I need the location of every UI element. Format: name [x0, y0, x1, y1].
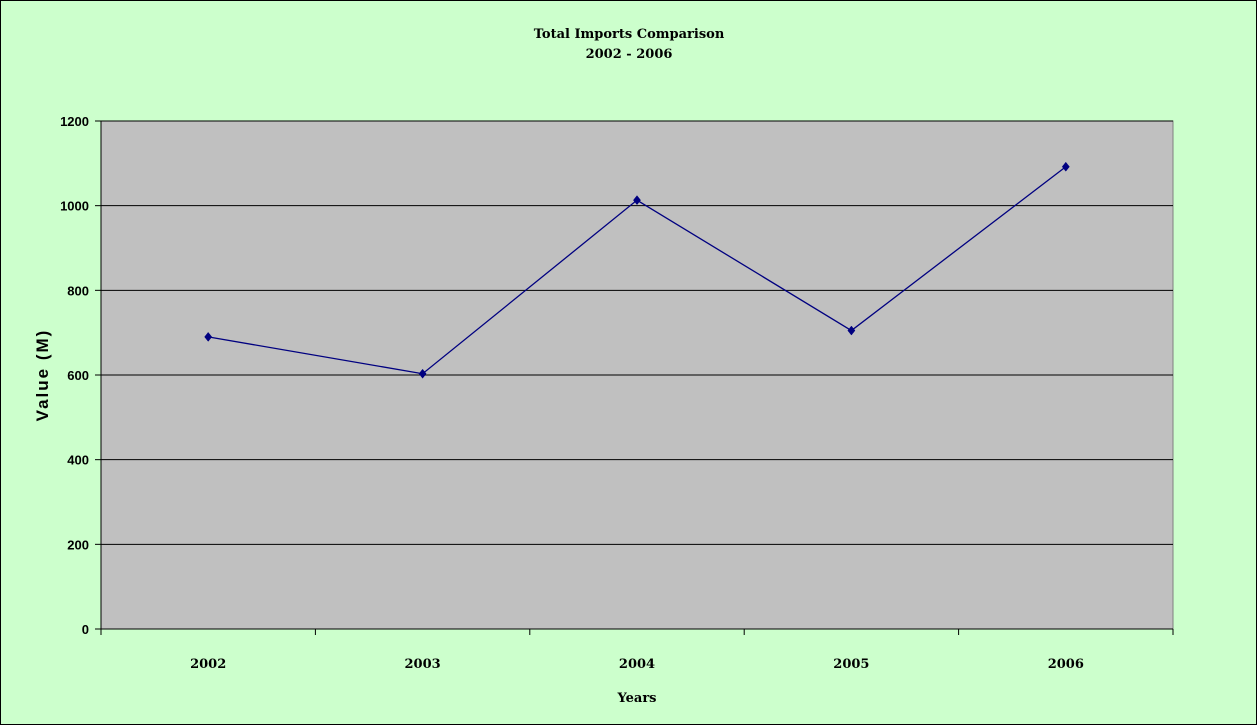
y-tick-label: 0: [82, 622, 89, 637]
x-tick-label: 2003: [405, 657, 441, 672]
data-point-marker: [1061, 161, 1070, 172]
y-tick-label: 600: [67, 368, 89, 383]
y-tick-label: 200: [67, 537, 89, 552]
y-axis-ticks: 0 200 400 600 800 1000 1200: [60, 114, 101, 637]
x-tick-label: 2005: [833, 657, 869, 672]
y-tick-label: 1200: [60, 114, 89, 129]
chart-subtitle: 2002 - 2006: [586, 47, 673, 62]
x-axis-ticks: 2002 2003 2004 2005 2006: [100, 629, 1174, 672]
x-tick-label: 2006: [1048, 657, 1084, 672]
data-point-marker: [847, 325, 856, 336]
data-point-marker: [204, 331, 213, 342]
chart-title: Total Imports Comparison: [534, 27, 725, 42]
y-tick-label: 800: [67, 283, 89, 298]
x-axis-label: Years: [616, 691, 656, 706]
gridlines: [101, 120, 1173, 545]
y-tick-label: 1000: [60, 199, 89, 214]
y-axis-label: Value (M): [33, 329, 52, 422]
data-point-marker: [418, 368, 427, 379]
x-tick-label: 2004: [619, 657, 655, 672]
x-tick-label: 2002: [190, 657, 226, 672]
series-group: [204, 161, 1070, 379]
y-tick-label: 400: [67, 453, 89, 468]
data-point-marker: [633, 195, 641, 206]
